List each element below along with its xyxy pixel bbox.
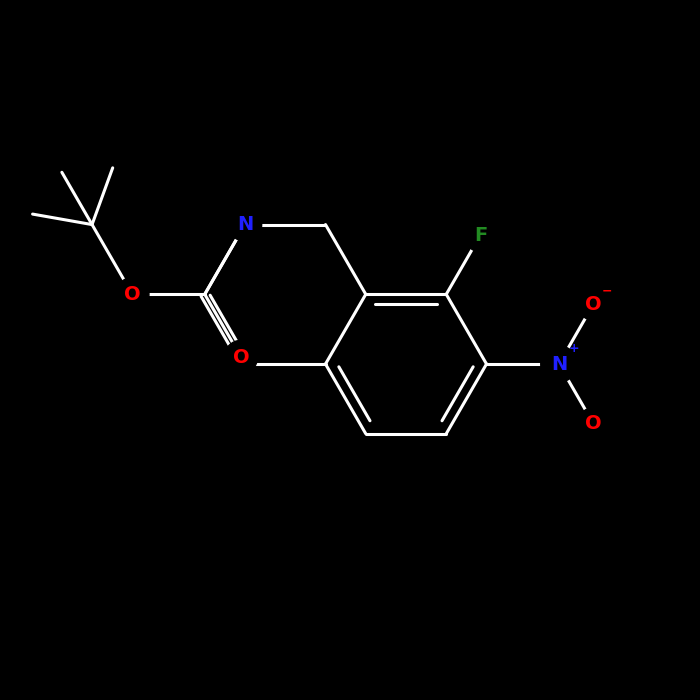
Text: N: N	[237, 215, 253, 234]
Circle shape	[464, 218, 497, 252]
Text: O: O	[232, 347, 249, 367]
Text: O: O	[124, 285, 141, 304]
Text: O: O	[584, 295, 601, 314]
Text: F: F	[474, 225, 487, 244]
Text: N: N	[551, 354, 567, 374]
Circle shape	[540, 346, 577, 382]
Circle shape	[116, 278, 149, 311]
Text: +: +	[569, 342, 580, 355]
Circle shape	[578, 289, 608, 320]
Circle shape	[578, 408, 608, 439]
Text: −: −	[602, 284, 612, 298]
Circle shape	[228, 208, 262, 241]
Text: O: O	[584, 414, 601, 433]
Circle shape	[224, 340, 258, 374]
